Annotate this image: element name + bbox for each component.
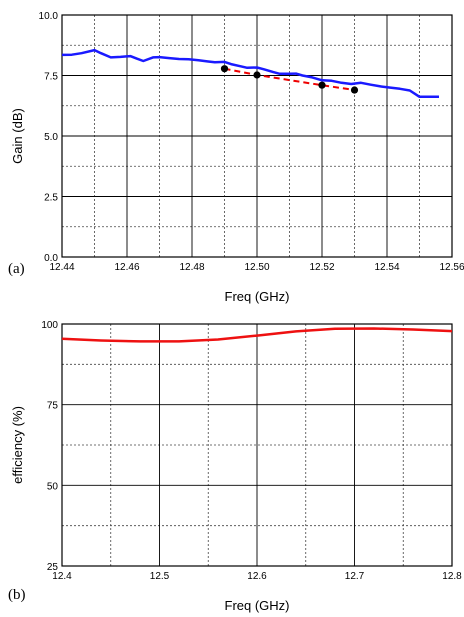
- plot-frame: [61, 14, 453, 258]
- x-tick-label: 12.46: [114, 262, 139, 273]
- data-point-marker: [318, 81, 326, 89]
- x-tick-label: 12.52: [309, 262, 334, 273]
- panel-label: (a): [8, 261, 25, 277]
- y-tick-label: 75: [47, 401, 59, 412]
- data-point-marker: [350, 86, 359, 94]
- y-tick-label: 25: [47, 562, 59, 573]
- x-tick-label: 12.6: [247, 571, 267, 582]
- y-axis-label: Gain (dB): [10, 108, 25, 164]
- plot-frame: [61, 323, 453, 567]
- x-tick-label: 12.54: [374, 262, 399, 273]
- x-tick-label: 12.44: [49, 262, 74, 273]
- series-line: [61, 327, 453, 343]
- y-tick-label: 2.5: [44, 193, 58, 204]
- x-tick-label: 12.56: [439, 262, 464, 273]
- panel-label: (b): [8, 587, 26, 603]
- x-tick-label: 12.48: [179, 262, 204, 273]
- y-tick-label: 50: [47, 481, 59, 492]
- x-tick-label: 12.4: [52, 571, 72, 582]
- x-axis-label: Freq (GHz): [225, 289, 290, 304]
- dashed-series-line: [224, 67, 355, 91]
- y-tick-label: 5.0: [44, 132, 58, 143]
- data-point-marker: [253, 71, 261, 79]
- y-tick-label: 7.5: [44, 72, 58, 83]
- y-tick-label: 100: [41, 320, 58, 331]
- series-line: [61, 48, 439, 99]
- x-tick-label: 12.5: [150, 571, 170, 582]
- x-axis-label: Freq (GHz): [225, 598, 290, 613]
- y-tick-label: 10.0: [39, 11, 59, 22]
- y-axis-label: efficiency (%): [10, 406, 25, 484]
- data-point-marker: [220, 65, 229, 73]
- x-tick-label: 12.7: [345, 571, 365, 582]
- x-tick-label: 12.8: [442, 571, 462, 582]
- x-tick-label: 12.50: [244, 262, 269, 273]
- y-tick-label: 0.0: [44, 253, 58, 264]
